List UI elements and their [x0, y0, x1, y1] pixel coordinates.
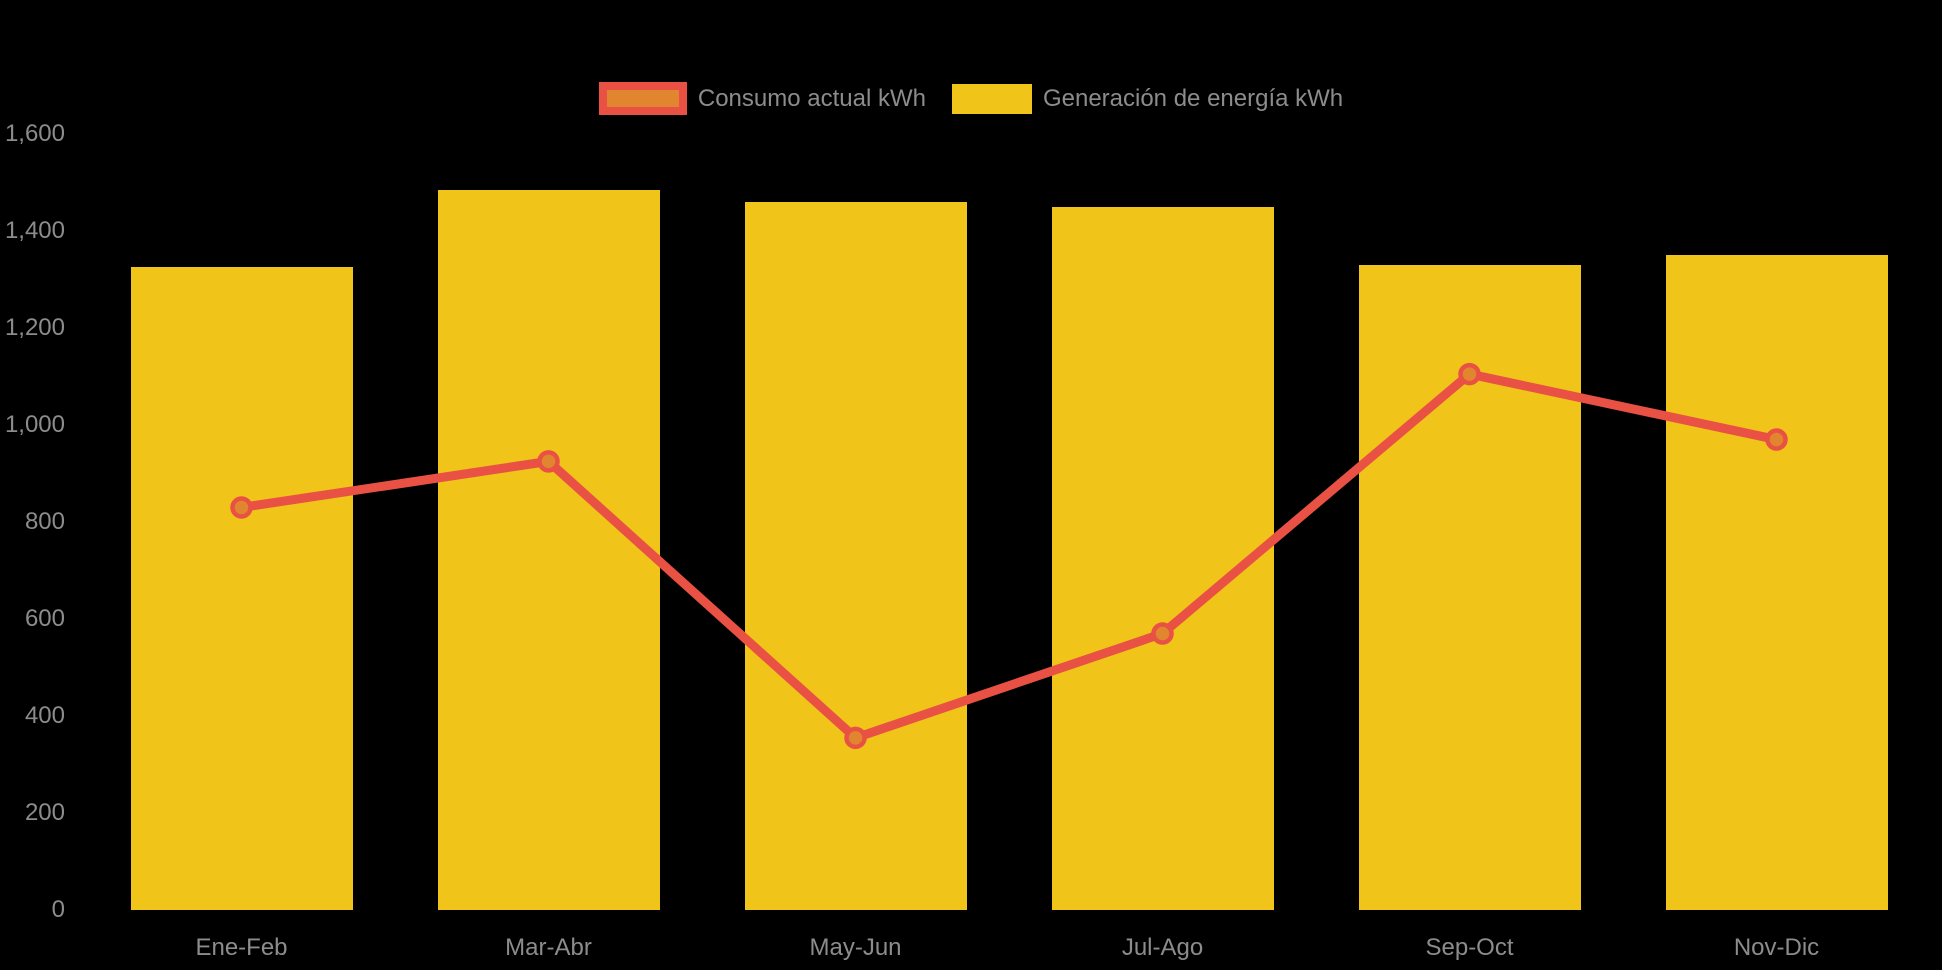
y-tick-label: 1,000	[4, 411, 65, 438]
legend-item-generacion[interactable]: Generación de energía kWh	[951, 83, 1344, 114]
y-tick-label: 400	[24, 702, 65, 729]
consumption-point[interactable]	[1151, 622, 1174, 645]
legend-label-generacion: Generación de energía kWh	[1042, 84, 1344, 112]
x-tick-label: Sep-Oct	[1425, 934, 1514, 961]
y-tick-label: 800	[24, 508, 65, 535]
y-tick-label: 200	[24, 799, 65, 826]
x-tick-label: Ene-Feb	[195, 934, 288, 961]
y-tick-label: 600	[24, 605, 65, 632]
consumption-point[interactable]	[1458, 362, 1481, 386]
legend-label-consumo: Consumo actual kWh	[697, 84, 926, 112]
consumption-point[interactable]	[230, 496, 253, 519]
consumo-swatch-icon	[598, 82, 687, 115]
generation-bar[interactable]	[437, 189, 660, 910]
legend-item-consumo[interactable]: Consumo actual kWh	[598, 82, 926, 115]
consumption-point[interactable]	[1765, 428, 1788, 451]
consumption-line	[237, 369, 1781, 743]
y-tick-label: 1,600	[4, 120, 65, 147]
x-tick-label: May-Jun	[809, 934, 902, 961]
consumption-point[interactable]	[844, 726, 867, 750]
chart-legend: Consumo actual kWh Generación de energía…	[0, 82, 1942, 115]
generation-bar[interactable]	[1051, 206, 1274, 910]
generation-bar[interactable]	[744, 201, 967, 910]
x-tick-label: Mar-Abr	[505, 934, 592, 961]
x-tick-label: Nov-Dic	[1733, 934, 1820, 961]
x-tick-label: Jul-Ago	[1121, 934, 1204, 961]
y-tick-label: 0	[51, 896, 65, 923]
consumption-point[interactable]	[537, 450, 560, 473]
generation-bar[interactable]	[1665, 255, 1888, 910]
generation-bar[interactable]	[130, 267, 353, 910]
generacion-swatch-icon	[951, 83, 1032, 114]
y-tick-label: 1,200	[4, 314, 65, 341]
y-tick-label: 1,400	[4, 217, 65, 244]
